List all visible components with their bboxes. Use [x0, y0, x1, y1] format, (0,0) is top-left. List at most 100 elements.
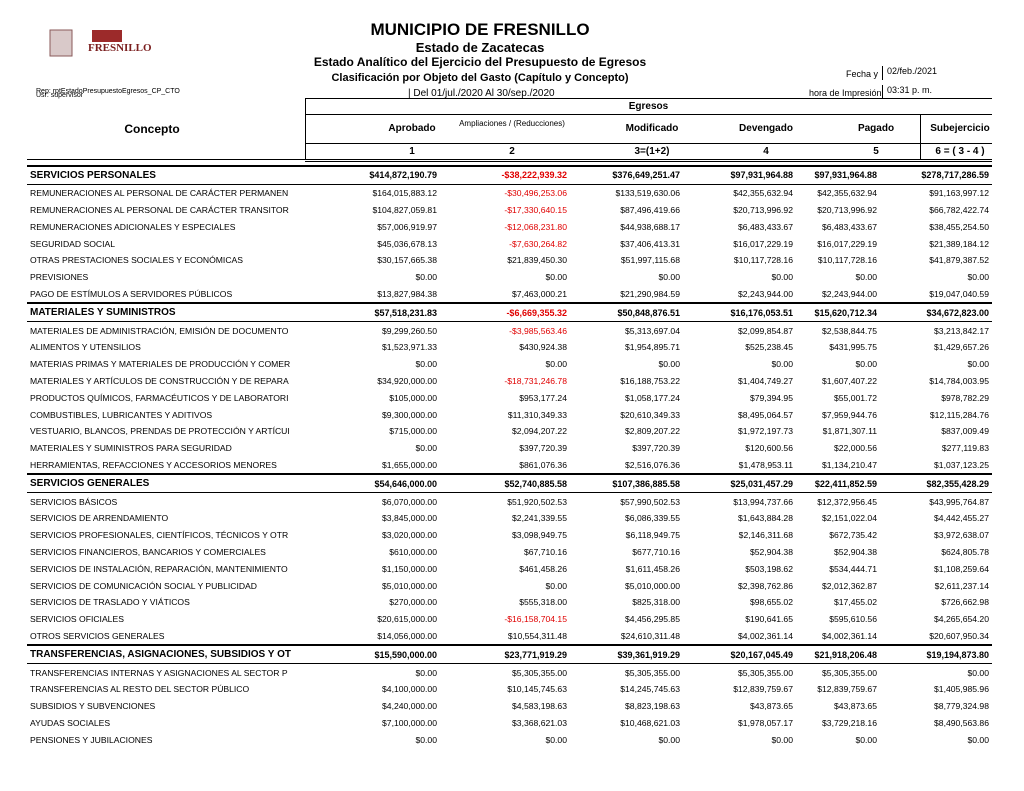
amount: $20,713,996.92 [817, 204, 877, 215]
amount: $7,100,000.00 [382, 717, 437, 728]
amount: $0.00 [855, 272, 877, 283]
amount: $5,010,000.00 [625, 580, 680, 591]
amount: $21,839,450.30 [507, 255, 567, 266]
amount: $11,310,349.33 [507, 409, 567, 420]
amount: $5,305,355.00 [512, 667, 567, 678]
amount: $4,265,654.20 [934, 614, 989, 625]
section-row: MATERIALES Y SUMINISTROS $57,518,231.83 -$… [27, 302, 992, 323]
header-divider [920, 114, 921, 160]
concept-label: SERVICIOS DE ARRENDAMIENTO [30, 513, 169, 524]
amount: $12,839,759.67 [733, 684, 793, 695]
section-total: $97,931,964.88 [796, 164, 880, 185]
amount: $20,607,950.34 [929, 630, 989, 641]
column-header: Ampliaciones / (Reducciones) [459, 119, 565, 128]
concept-label: MATERIAS PRIMAS Y MATERIALES DE PRODUCCI… [30, 359, 291, 370]
concept-row: SERVICIOS DE INSTALACIÓN, REPARACIÓN, MA… [27, 560, 992, 577]
amount: $2,012,362.87 [822, 580, 877, 591]
concept-row: REMUNERACIONES AL PERSONAL DE CARÁCTER P… [27, 184, 992, 201]
concept-label: SERVICIOS BÁSICOS [30, 496, 118, 507]
section-title: TRANSFERENCIAS, ASIGNACIONES, SUBSIDIOS … [27, 644, 305, 665]
concept-label: SERVICIOS FINANCIEROS, BANCARIOS Y COMER… [30, 546, 266, 557]
amount: $43,995,764.87 [929, 496, 989, 507]
title: MUNICIPIO DE FRESNILLO [370, 20, 590, 39]
section-row: SERVICIOS PERSONALES $414,872,190.79 -$38,… [27, 164, 992, 185]
concept-label: REMUNERACIONES AL PERSONAL DE CARÁCTER T… [30, 204, 289, 215]
amount: $24,610,311.48 [620, 630, 680, 641]
amount: $16,017,229.19 [817, 238, 877, 249]
amount: $534,444.71 [829, 563, 877, 574]
amount: $12,839,759.67 [817, 684, 877, 695]
amount: $2,094,207.22 [512, 426, 567, 437]
header-bottom-rule [27, 159, 992, 160]
amount: $20,615,000.00 [377, 614, 437, 625]
amount: $164,015,883.12 [372, 188, 437, 199]
concept-row: PREVISIONES $0.00 $0.00 $0.00 $0.00 $0.00 $0.0… [27, 269, 992, 286]
concept-label: VESTUARIO, BLANCOS, PRENDAS DE PROTECCIÓ… [30, 426, 290, 437]
amount: $7,463,000.21 [512, 288, 567, 299]
amount: $2,538,844.75 [822, 325, 877, 336]
concept-label: MATERIALES Y SUMINISTROS PARA SEGURIDAD [30, 443, 232, 454]
section-total: $16,176,053.51 [683, 302, 796, 323]
amount: $3,368,621.03 [512, 717, 567, 728]
amount: $133,519,630.06 [615, 188, 680, 199]
amount: $2,146,311.68 [738, 530, 793, 541]
section-title: SERVICIOS GENERALES [27, 473, 305, 494]
section-total: $25,031,457.29 [683, 473, 796, 494]
section-total: $22,411,852.59 [796, 473, 880, 494]
amount: $14,056,000.00 [377, 630, 437, 641]
budget-table: SERVICIOS PERSONALES $414,872,190.79 -$38,… [27, 164, 992, 748]
amount: $6,483,433.67 [738, 221, 793, 232]
amount: $503,198.62 [745, 563, 793, 574]
concept-label: REMUNERACIONES ADICIONALES Y ESPECIALES [30, 221, 236, 232]
amount: $525,238.45 [745, 342, 793, 353]
amount: $87,496,419.66 [620, 204, 680, 215]
amount: $44,938,688.17 [620, 221, 680, 232]
amount: $8,490,563.86 [934, 717, 989, 728]
amount: -$16,158,704.15 [504, 614, 567, 625]
amount: $190,641.65 [745, 614, 793, 625]
logo-text: FRESNILLO [88, 42, 152, 54]
amount: $12,372,956.45 [817, 496, 877, 507]
amount: $14,784,003.95 [929, 375, 989, 386]
column-header: Pagado [857, 123, 895, 134]
section-row: TRANSFERENCIAS, ASIGNACIONES, SUBSIDIOS … [27, 644, 992, 665]
amount: $861,076.36 [519, 459, 567, 470]
concept-row: OTRAS PRESTACIONES SOCIALES Y ECONÓMICAS… [27, 252, 992, 269]
amount: $91,163,997.12 [929, 188, 989, 199]
concept-row: SERVICIOS DE COMUNICACIÓN SOCIAL Y PUBLI… [27, 577, 992, 594]
amount: $2,151,022.04 [822, 513, 877, 524]
amount: $30,157,665.38 [377, 255, 437, 266]
amount: $0.00 [967, 272, 989, 283]
amount: $17,455.02 [833, 597, 877, 608]
concept-row: SEGURIDAD SOCIAL $45,036,678.13 -$7,630,26… [27, 235, 992, 252]
concept-row: REMUNERACIONES ADICIONALES Y ESPECIALES $… [27, 218, 992, 235]
concept-row: ALIMENTOS Y UTENSILIOS $1,523,971.33 $430,… [27, 339, 992, 356]
amount: $2,243,944.00 [822, 288, 877, 299]
amount: $8,823,198.63 [625, 701, 680, 712]
group-header: Egresos [628, 101, 669, 112]
amount: -$7,630,264.82 [509, 238, 567, 249]
amount: $825,318.00 [632, 597, 680, 608]
amount: $6,086,339.55 [625, 513, 680, 524]
section-total: $52,740,885.58 [440, 473, 570, 494]
section-total: $82,355,428.29 [880, 473, 992, 494]
amount: $397,720.39 [519, 443, 567, 454]
amount: $431,995.75 [829, 342, 877, 353]
amount: $837,009.49 [941, 426, 989, 437]
column-number: 2 [509, 146, 515, 157]
concept-row: MATERIAS PRIMAS Y MATERIALES DE PRODUCCI… [27, 356, 992, 373]
amount: -$3,985,563.46 [509, 325, 567, 336]
concept-label: OTROS SERVICIOS GENERALES [30, 630, 165, 641]
period: | Del 01/jul./2020 Al 30/sep./2020 [408, 88, 555, 99]
amount: $4,002,361.14 [822, 630, 877, 641]
amount: $4,240,000.00 [382, 701, 437, 712]
header-divider [305, 98, 306, 160]
amount: $0.00 [658, 359, 680, 370]
amount: $45,036,678.13 [377, 238, 437, 249]
amount: $6,118,949.75 [625, 530, 680, 541]
amount: $10,117,728.16 [817, 255, 877, 266]
amount: $2,241,339.55 [512, 513, 567, 524]
section-total: $97,931,964.88 [683, 164, 796, 185]
amount: $0.00 [967, 359, 989, 370]
section-total: $15,620,712.34 [796, 302, 880, 323]
